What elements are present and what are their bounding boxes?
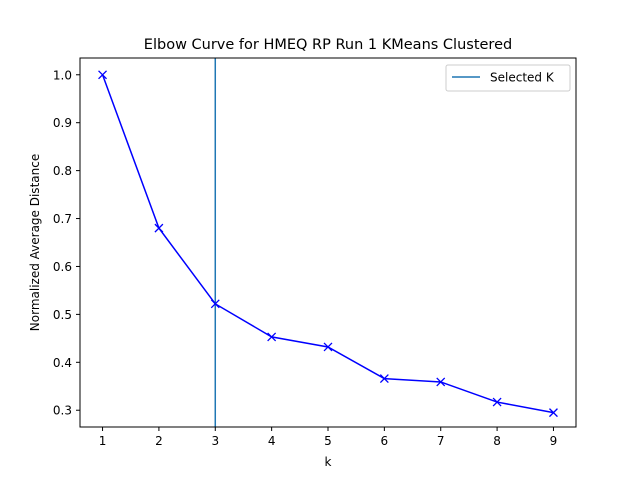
y-tick-label: 0.8 [53, 164, 72, 178]
data-point-marker [436, 377, 446, 387]
legend-box [445, 64, 571, 92]
data-point-marker [379, 374, 389, 384]
data-point-marker [154, 223, 164, 233]
chart-title: Elbow Curve for HMEQ RP Run 1 KMeans Clu… [144, 37, 512, 53]
y-axis-label: Normalized Average Distance [28, 154, 42, 331]
legend-label-selected-k: Selected K [490, 71, 555, 85]
y-tick-label: 0.4 [53, 356, 72, 370]
x-tick-label: 3 [211, 434, 219, 448]
x-tick-label: 4 [268, 434, 276, 448]
x-tick-label: 8 [493, 434, 501, 448]
legend: Selected K [445, 64, 571, 92]
y-tick-label: 0.3 [53, 404, 72, 418]
y-tick-label: 0.5 [53, 308, 72, 322]
data-point-marker [548, 408, 558, 418]
data-point-marker [98, 70, 108, 80]
x-tick-label: 9 [550, 434, 558, 448]
x-axis-label: k [325, 455, 332, 469]
y-tick-label: 0.7 [53, 212, 72, 226]
plot-frame [79, 57, 577, 428]
x-tick-label: 1 [99, 434, 107, 448]
x-tick-label: 2 [155, 434, 163, 448]
x-tick-label: 6 [381, 434, 389, 448]
data-point-marker [323, 342, 333, 352]
y-tick-label: 0.6 [53, 260, 72, 274]
x-axis-ticks: 1 2 3 4 5 6 7 8 9 [99, 427, 558, 448]
data-point-marker [492, 397, 502, 407]
data-point-marker [267, 332, 277, 342]
y-tick-label: 0.9 [53, 116, 72, 130]
x-tick-label: 7 [437, 434, 445, 448]
x-tick-label: 5 [324, 434, 332, 448]
series-layer [98, 70, 558, 418]
y-tick-label: 1.0 [53, 68, 72, 82]
data-point-marker [210, 299, 220, 309]
y-axis-ticks: 0.3 0.4 0.5 0.6 0.7 0.8 0.9 1.0 [53, 68, 80, 418]
